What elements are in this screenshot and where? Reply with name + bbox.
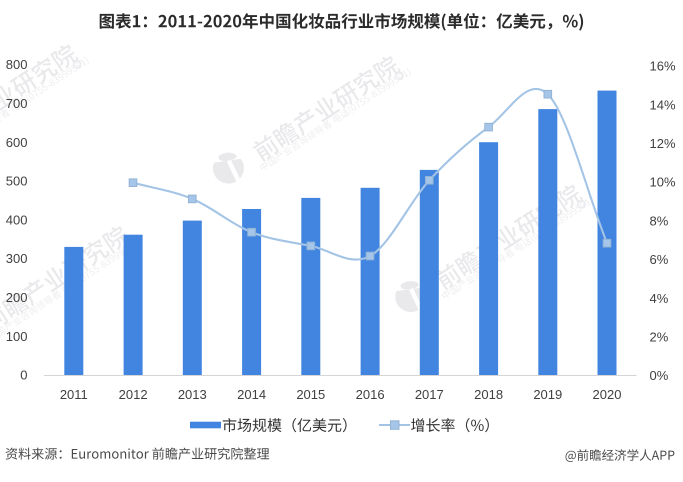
- svg-text:10%: 10%: [650, 175, 676, 190]
- svg-text:4%: 4%: [650, 291, 669, 306]
- svg-text:2012: 2012: [119, 387, 148, 402]
- svg-text:14%: 14%: [650, 97, 676, 112]
- svg-text:2015: 2015: [296, 387, 325, 402]
- svg-text:100: 100: [6, 329, 28, 344]
- svg-text:300: 300: [6, 251, 28, 266]
- svg-text:2011: 2011: [60, 387, 88, 402]
- svg-text:400: 400: [6, 212, 28, 227]
- svg-text:700: 700: [6, 96, 28, 111]
- svg-text:2018: 2018: [474, 387, 503, 402]
- svg-text:0: 0: [20, 368, 27, 383]
- svg-text:200: 200: [6, 290, 28, 305]
- svg-text:500: 500: [6, 174, 28, 189]
- svg-text:6%: 6%: [650, 252, 669, 267]
- svg-text:2017: 2017: [415, 387, 444, 402]
- svg-text:2%: 2%: [650, 330, 669, 345]
- svg-text:2020: 2020: [593, 387, 622, 402]
- svg-text:600: 600: [6, 135, 28, 150]
- svg-text:0%: 0%: [650, 368, 669, 383]
- svg-text:2014: 2014: [237, 387, 266, 402]
- svg-text:800: 800: [6, 57, 28, 72]
- svg-text:12%: 12%: [650, 136, 676, 151]
- svg-text:2016: 2016: [356, 387, 385, 402]
- svg-text:16%: 16%: [650, 59, 676, 74]
- svg-text:8%: 8%: [650, 213, 669, 228]
- svg-text:2013: 2013: [178, 387, 207, 402]
- svg-text:2019: 2019: [533, 387, 562, 402]
